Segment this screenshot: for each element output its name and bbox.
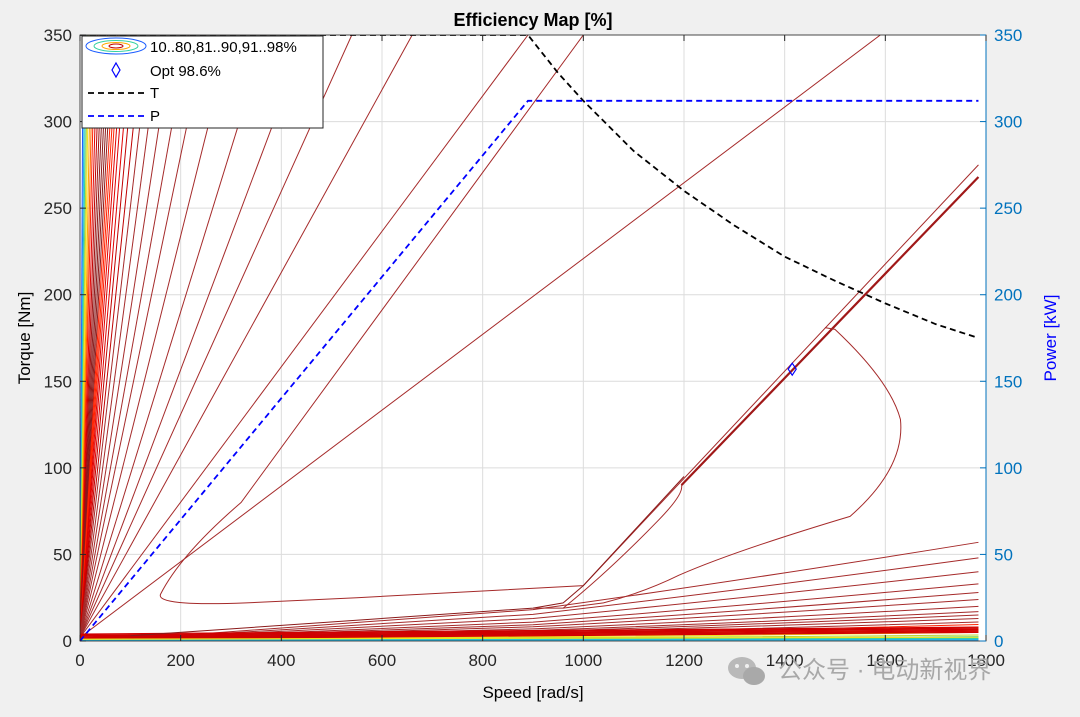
contour-line <box>80 35 174 638</box>
x-tick-label: 1800 <box>967 651 1005 670</box>
y2-tick-label: 50 <box>994 545 1013 564</box>
x-tick-label: 1400 <box>766 651 804 670</box>
x-tick-label: 1600 <box>866 651 904 670</box>
y2-tick-label: 150 <box>994 372 1022 391</box>
contour-loop <box>533 485 683 609</box>
y-tick-label: 300 <box>44 113 72 132</box>
optimum-marker <box>787 362 797 377</box>
x-tick-label: 400 <box>267 651 295 670</box>
x-axis-label: Speed [rad/s] <box>482 683 583 702</box>
contour-line <box>80 629 979 638</box>
contour-line <box>80 35 144 638</box>
contour-line <box>80 631 979 640</box>
contour-line <box>80 35 189 638</box>
contour-line <box>80 35 353 638</box>
contour-line <box>80 35 232 638</box>
chart-title: Efficiency Map [%] <box>453 10 612 30</box>
legend-torque-label: T <box>150 85 159 102</box>
contour-line <box>80 35 207 638</box>
watermark: 公众号 · 电动新视界 <box>728 657 991 685</box>
power-line <box>80 99 979 641</box>
wechat-icon <box>728 657 765 685</box>
x-tick-label: 1200 <box>665 651 703 670</box>
x-tick-label: 800 <box>468 651 496 670</box>
legend-contour-label: 10..80,81..90,91..98% <box>150 39 297 56</box>
y2-tick-label: 100 <box>994 459 1022 478</box>
contour-line <box>80 35 267 638</box>
series-lines <box>80 35 979 641</box>
y2-tick-label: 250 <box>994 199 1022 218</box>
legend-box <box>81 35 324 129</box>
y-axis-label: Torque [Nm] <box>15 292 34 385</box>
y-tick-label: 200 <box>44 286 72 305</box>
y-tick-label: 100 <box>44 459 72 478</box>
y-tick-label: 0 <box>63 632 72 651</box>
contour-line <box>80 628 979 637</box>
legend-opt-marker <box>111 61 121 79</box>
contour-line <box>80 35 137 638</box>
x-tick-label: 600 <box>368 651 396 670</box>
contour-line <box>80 35 124 638</box>
contour-line <box>80 630 979 639</box>
contour-loop <box>159 35 979 605</box>
contour-line <box>80 35 121 638</box>
contour-line <box>80 626 979 635</box>
contour-line <box>80 35 128 638</box>
y2-tick-label: 0 <box>994 632 1003 651</box>
y2-tick-label: 200 <box>994 286 1022 305</box>
legend-power-label: P <box>150 108 160 125</box>
contour-line <box>80 35 529 638</box>
contour-line <box>80 35 132 638</box>
x-tick-label: 0 <box>75 651 84 670</box>
contour-loop <box>563 327 902 609</box>
y-tick-label: 150 <box>44 372 72 391</box>
contour-line <box>80 35 151 638</box>
y-tick-label: 250 <box>44 199 72 218</box>
contour-line <box>80 636 979 640</box>
x-tick-label: 1000 <box>564 651 602 670</box>
y-tick-label: 350 <box>44 26 72 45</box>
contour-legend-icon <box>85 37 147 55</box>
y2-tick-label: 350 <box>994 26 1022 45</box>
contour-line <box>80 35 881 638</box>
contour-line <box>680 176 980 486</box>
x-tick-label: 200 <box>166 651 194 670</box>
y2-tick-label: 300 <box>994 113 1022 132</box>
watermark-text: 公众号 · 电动新视界 <box>778 657 991 684</box>
contour-line <box>80 627 979 636</box>
plot-area <box>80 35 986 641</box>
y2-axis-label: Power [kW] <box>1041 295 1060 382</box>
efficiency-contours <box>80 35 980 641</box>
contour-line <box>80 35 162 638</box>
contour-loop <box>130 476 685 637</box>
contour-line <box>80 35 307 638</box>
axes: 0 200 400 600 800 1000 1200 1400 1600 18000501001… <box>44 26 1023 670</box>
contour-line <box>80 638 979 641</box>
contour-line <box>80 35 413 638</box>
legend-opt-label: Opt 98.6% <box>150 63 221 80</box>
legend: 10..80,81..90,91..98% Opt 98.6% TP <box>81 35 324 129</box>
y-tick-label: 50 <box>53 545 72 564</box>
